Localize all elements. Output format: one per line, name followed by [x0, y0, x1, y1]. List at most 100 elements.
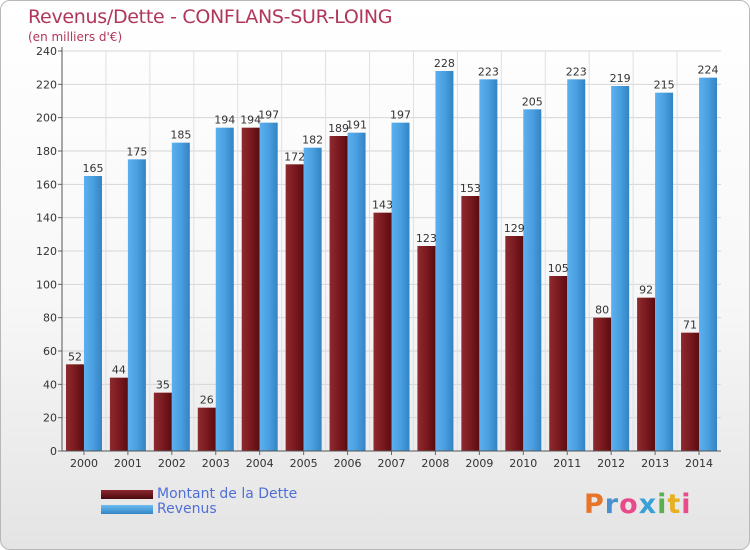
y-tick-label: 160	[36, 178, 57, 191]
data-label-debt: 92	[639, 284, 653, 297]
y-tick-label: 0	[50, 445, 57, 458]
x-tick-label: 2001	[114, 457, 142, 470]
data-label-revenue: 197	[390, 109, 411, 122]
data-label-debt: 71	[683, 319, 697, 332]
axes: 0 20 40 60 80 100 120 140 160 180 200 220 240 2000 200…	[36, 45, 721, 470]
logo-letter: P	[584, 489, 605, 520]
x-tick-label: 2007	[378, 457, 406, 470]
bar-revenue	[611, 86, 630, 451]
logo-letter: i	[681, 489, 692, 520]
y-tick-label: 220	[36, 78, 57, 91]
legend-swatch-debt	[101, 490, 153, 499]
bar-revenue	[259, 122, 278, 452]
y-tick-label: 60	[43, 345, 57, 358]
bar-debt	[153, 392, 172, 451]
data-label-revenue: 197	[258, 109, 279, 122]
x-tick-label: 2014	[685, 457, 713, 470]
bar-debt	[109, 377, 128, 451]
data-label-revenue: 205	[522, 95, 543, 108]
data-label-debt: 44	[112, 364, 126, 377]
x-tick-label: 2011	[553, 457, 581, 470]
data-label-revenue: 228	[434, 57, 455, 70]
bar-revenue	[303, 147, 322, 451]
x-tick-label: 2010	[509, 457, 537, 470]
x-tick-label: 2012	[597, 457, 625, 470]
logo-letter: r	[604, 489, 620, 520]
bar-revenue	[523, 109, 542, 451]
data-label-debt: 52	[68, 350, 82, 363]
data-label-revenue: 175	[126, 145, 147, 158]
y-tick-label: 100	[36, 278, 57, 291]
data-label-revenue: 185	[170, 129, 191, 142]
y-tick-label: 140	[36, 212, 57, 225]
y-tick-label: 120	[36, 245, 57, 258]
data-label-revenue: 223	[478, 65, 499, 78]
y-tick-label: 80	[43, 312, 57, 325]
data-label-debt: 189	[328, 122, 349, 135]
bar-revenue	[435, 71, 454, 451]
y-tick-label: 40	[43, 378, 57, 391]
bar-revenue	[171, 142, 190, 451]
x-tick-label: 2009	[465, 457, 493, 470]
data-label-debt: 153	[460, 182, 481, 195]
bar-debt	[549, 276, 568, 451]
x-tick-label: 2008	[421, 457, 449, 470]
data-label-revenue: 191	[346, 119, 367, 132]
data-label-revenue: 165	[82, 162, 103, 175]
data-label-debt: 80	[595, 304, 609, 317]
legend-label-revenue: Revenus	[157, 501, 217, 517]
data-label-debt: 123	[416, 232, 437, 245]
bar-debt	[417, 246, 436, 451]
data-label-debt: 105	[548, 262, 569, 275]
bar-debt	[241, 127, 260, 452]
data-label-debt: 194	[240, 114, 261, 127]
bar-debt	[681, 332, 700, 451]
x-tick-label: 2006	[334, 457, 362, 470]
x-tick-label: 2013	[641, 457, 669, 470]
y-tick-label: 240	[36, 45, 57, 58]
bar-revenue	[567, 79, 586, 451]
legend-swatch-revenue	[101, 505, 153, 514]
data-label-revenue: 215	[654, 79, 675, 92]
data-label-revenue: 194	[214, 114, 235, 127]
chart-title: Revenus/Dette - CONFLANS-SUR-LOING	[28, 6, 393, 28]
bars	[65, 71, 718, 452]
y-tick-label: 200	[36, 112, 57, 125]
bar-debt	[637, 297, 656, 451]
data-label-debt: 143	[372, 199, 393, 212]
bar-debt	[285, 164, 304, 452]
bar-revenue	[655, 92, 674, 452]
bar-revenue	[347, 132, 366, 451]
bar-debt	[461, 196, 480, 451]
data-label-revenue: 223	[566, 65, 587, 78]
x-tick-label: 2004	[246, 457, 274, 470]
bar-debt	[505, 236, 524, 451]
bar-revenue	[479, 79, 498, 451]
x-tick-label: 2003	[202, 457, 230, 470]
bar-debt	[593, 317, 612, 451]
chart-subtitle: (en milliers d'€)	[28, 30, 123, 44]
bar-debt	[197, 407, 216, 451]
bar-revenue	[391, 122, 410, 452]
y-tick-label: 180	[36, 145, 57, 158]
x-tick-label: 2002	[158, 457, 186, 470]
bar-revenue	[127, 159, 146, 452]
logo-letter: x	[638, 489, 658, 520]
bar-revenue	[699, 77, 718, 452]
logo-letter: o	[619, 489, 639, 520]
data-label-revenue: 219	[610, 72, 631, 85]
data-label-debt: 26	[200, 394, 214, 407]
bar-revenue	[215, 127, 234, 452]
bar-debt	[65, 364, 84, 451]
x-tick-label: 2000	[70, 457, 98, 470]
data-label-debt: 172	[284, 150, 305, 163]
x-tick-label: 2005	[290, 457, 318, 470]
data-label-revenue: 224	[698, 64, 719, 77]
data-label-debt: 129	[504, 222, 525, 235]
proxiti-logo: Proxiti	[584, 489, 692, 520]
data-label-debt: 35	[156, 379, 170, 392]
data-label-revenue: 182	[302, 134, 323, 147]
